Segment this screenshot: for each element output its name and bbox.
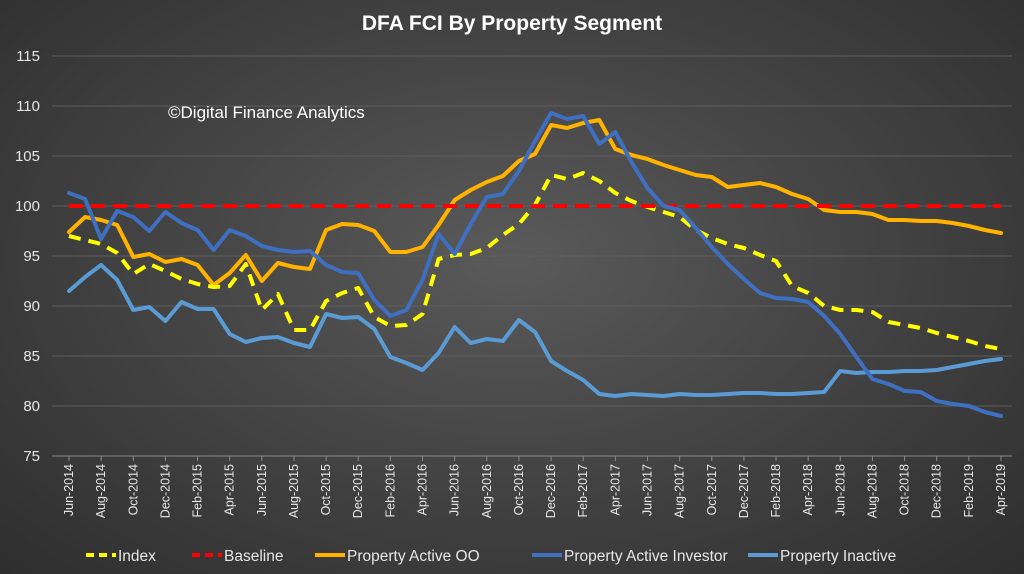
x-tick-label: Apr-2015 <box>223 464 237 515</box>
series-lines <box>67 111 1003 418</box>
chart-title: DFA FCI By Property Segment <box>362 12 662 35</box>
x-tick-label: Jun-2014 <box>62 464 76 516</box>
x-tick-label: Jun-2016 <box>448 464 462 516</box>
x-tick-label: Dec-2018 <box>930 464 944 518</box>
y-axis: 75 80 85 90 95 100 105 110 115 <box>15 48 1012 465</box>
y-tick-label: 100 <box>15 198 40 215</box>
x-tick-label: Aug-2016 <box>480 464 494 518</box>
y-tick-label: 90 <box>23 298 40 315</box>
series-line-property-inactive <box>67 263 1003 398</box>
x-tick-label: Feb-2017 <box>576 464 590 518</box>
x-tick-label: Jun-2017 <box>640 464 654 516</box>
x-axis: Jun-2014 Aug-2014 Oct-2014 Dec-2014 Feb-2015… <box>62 456 1008 518</box>
y-tick-label: 95 <box>23 248 40 265</box>
y-tick-label: 80 <box>23 398 40 415</box>
x-tick-label: Aug-2014 <box>94 464 108 518</box>
series-line-property-active-investor <box>67 111 1003 418</box>
x-tick-label: Feb-2016 <box>383 464 397 518</box>
x-tick-label: Apr-2018 <box>801 464 815 515</box>
x-tick-label: Dec-2016 <box>544 464 558 518</box>
x-tick-label: Feb-2015 <box>191 464 205 518</box>
legend-label-property-active-investor: Property Active Investor <box>564 548 728 565</box>
legend-label-property-inactive: Property Inactive <box>780 548 896 565</box>
y-tick-label: 85 <box>23 348 40 365</box>
x-tick-label: Jun-2015 <box>255 464 269 516</box>
legend-label-baseline: Baseline <box>224 548 283 565</box>
x-tick-label: Apr-2017 <box>608 464 622 515</box>
watermark-text: ©Digital Finance Analytics <box>168 103 365 122</box>
y-tick-label: 105 <box>15 148 40 165</box>
legend-label-property-active-oo: Property Active OO <box>347 548 480 565</box>
series-line-index <box>68 171 1002 351</box>
x-tick-label: Aug-2015 <box>287 464 301 518</box>
x-tick-label: Aug-2017 <box>673 464 687 518</box>
y-tick-label: 115 <box>16 48 40 65</box>
x-tick-label: Dec-2015 <box>351 464 365 518</box>
x-tick-label: Oct-2015 <box>319 464 333 515</box>
x-tick-label: Feb-2019 <box>962 464 976 518</box>
x-tick-label: Apr-2019 <box>994 464 1008 515</box>
legend: Index Baseline Property Active OO Property … <box>86 548 896 565</box>
y-tick-label: 110 <box>16 98 40 115</box>
x-tick-label: Oct-2016 <box>512 464 526 515</box>
series-line-property-active-oo <box>67 118 1003 287</box>
x-tick-label: Oct-2017 <box>705 464 719 515</box>
legend-label-index: Index <box>118 548 156 565</box>
x-tick-label: Aug-2018 <box>865 464 879 518</box>
x-tick-label: Dec-2014 <box>158 464 172 518</box>
x-tick-label: Dec-2017 <box>737 464 751 518</box>
x-tick-label: Feb-2018 <box>769 464 783 518</box>
y-tick-label: 75 <box>23 448 40 465</box>
x-tick-label: Oct-2018 <box>898 464 912 515</box>
x-tick-label: Jun-2018 <box>833 464 847 516</box>
x-tick-label: Apr-2016 <box>416 464 430 515</box>
x-tick-label: Oct-2014 <box>126 464 140 515</box>
